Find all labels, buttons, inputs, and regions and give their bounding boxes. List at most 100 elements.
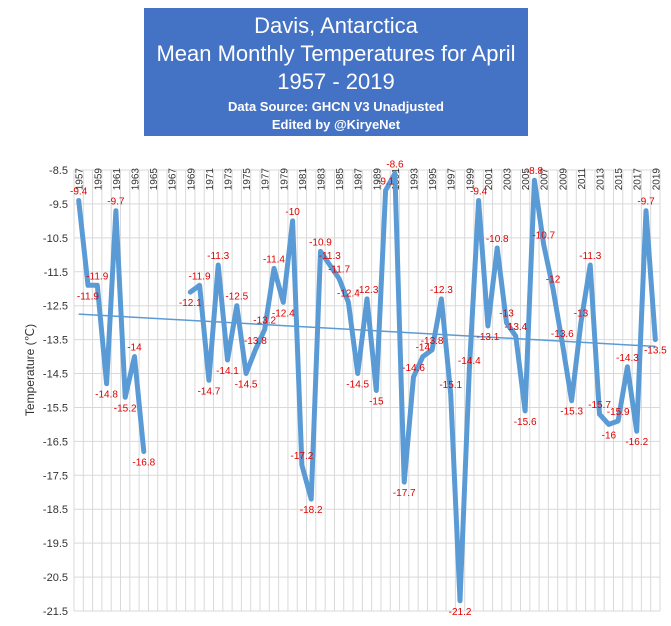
y-tick-label: -17.5: [43, 470, 68, 482]
data-label: -18.2: [300, 505, 323, 516]
data-label: -12.1: [179, 298, 202, 309]
data-point: [412, 375, 416, 379]
x-tick-label: 2007: [540, 168, 551, 191]
data-label: -9.7: [107, 197, 125, 208]
data-point: [560, 341, 564, 345]
chart-subtitle-source: Data Source: GHCN V3 Unadjusted: [228, 99, 444, 114]
data-point: [77, 199, 81, 203]
data-label: -9.4: [470, 187, 488, 198]
data-point: [579, 321, 583, 325]
data-point: [253, 348, 257, 352]
data-label: -11.9: [189, 271, 211, 282]
data-label: -14.5: [346, 380, 369, 391]
x-tick-label: 1987: [354, 168, 365, 191]
data-point: [374, 389, 378, 392]
data-label: -15.2: [114, 403, 137, 414]
data-label: -11.3: [579, 251, 601, 262]
data-point: [598, 412, 602, 416]
data-label: -11.3: [319, 251, 341, 262]
data-labels: -9.4 -11.9 -11.9 -14.8 -9.7 -15.2 -14 -16.8 -12.…: [70, 159, 667, 617]
data-point: [495, 246, 499, 250]
y-axis-title: Temperature (℃): [23, 324, 37, 416]
y-tick-label: -16.5: [43, 436, 68, 448]
y-tick-label: -18.5: [43, 504, 68, 516]
x-tick-label: 1999: [465, 168, 476, 191]
data-label: -11.9: [86, 271, 108, 282]
data-label: -10.8: [486, 234, 509, 245]
x-tick-label: 2003: [503, 168, 514, 191]
data-point: [532, 178, 536, 182]
x-tick-label: 2015: [614, 168, 625, 191]
data-point: [337, 277, 341, 281]
x-tick-label: 2005: [521, 168, 532, 191]
x-tick-label: 2001: [484, 168, 495, 191]
x-tick-label: 1961: [112, 168, 123, 191]
data-label: -14.5: [235, 380, 258, 391]
x-tick-label: 1959: [93, 168, 104, 191]
data-label: -14: [416, 343, 431, 354]
x-tick-label: 1973: [223, 168, 234, 191]
data-label: -14.7: [197, 386, 220, 397]
data-label: -21.2: [449, 607, 472, 618]
data-point: [653, 338, 657, 342]
data-label: -13.4: [504, 322, 527, 333]
data-point: [551, 287, 555, 291]
data-label: -14: [127, 343, 142, 354]
data-label: -15.1: [439, 380, 462, 391]
x-tick-label: 1985: [335, 168, 346, 191]
data-label: -12.3: [356, 285, 379, 296]
data-label: -14.1: [216, 366, 239, 377]
y-tick-label: -12.5: [43, 301, 68, 313]
y-tick-label: -9.5: [49, 199, 68, 211]
data-label: -10: [285, 207, 300, 218]
data-label: -8.8: [526, 166, 544, 177]
data-label: -15.9: [607, 407, 630, 418]
data-label: -12.5: [225, 292, 248, 303]
data-point: [198, 283, 202, 287]
data-label: -15.7: [588, 400, 611, 411]
x-tick-label: 1965: [149, 168, 160, 191]
y-tick-label: -10.5: [43, 233, 68, 245]
x-tick-label: 2011: [577, 168, 588, 190]
x-tick-label: 1983: [316, 168, 327, 191]
data-point: [635, 429, 639, 433]
data-point: [449, 392, 453, 396]
data-label: -13.8: [244, 336, 267, 347]
data-label: -14.8: [95, 390, 118, 401]
data-label: -12.3: [430, 285, 453, 296]
data-label: -8.6: [386, 159, 404, 170]
data-label: -15: [369, 397, 384, 408]
data-point: [291, 219, 295, 223]
data-label: -17.2: [290, 451, 313, 462]
data-point: [105, 382, 109, 386]
data-label: -10.7: [532, 231, 555, 242]
y-tick-label: -8.5: [49, 165, 68, 177]
data-point: [467, 368, 471, 372]
trend-line: [78, 313, 656, 348]
chart-title-line-1: Davis, Antarctica: [254, 13, 418, 38]
x-tick-label: 1963: [130, 168, 141, 191]
series-line-segment: [76, 198, 147, 455]
data-point: [477, 199, 481, 203]
data-label: -13: [574, 309, 589, 320]
data-point: [365, 297, 369, 301]
x-tick-label: 1977: [261, 168, 272, 191]
y-tick-label: -11.5: [44, 267, 68, 279]
data-point: [384, 188, 388, 192]
chart-title-line-2: Mean Monthly Temperatures for April: [156, 41, 516, 66]
data-label: -14.4: [458, 356, 481, 367]
data-point: [616, 419, 620, 423]
data-label: -15.6: [514, 417, 537, 428]
y-axis-ticks: -8.5 -9.5 -10.5 -11.5 -12.5 -13.5 -14.5 -15.5 -1…: [43, 165, 68, 618]
data-point: [439, 297, 443, 301]
data-label: -11.7: [328, 265, 350, 276]
data-point: [86, 283, 90, 287]
data-point: [523, 409, 527, 413]
data-label: -15.3: [560, 407, 583, 418]
data-point: [309, 497, 313, 501]
temperature-series: [76, 170, 658, 604]
data-label: -13.8: [421, 336, 444, 347]
data-label: -12.4: [337, 288, 360, 299]
data-point: [607, 422, 611, 426]
